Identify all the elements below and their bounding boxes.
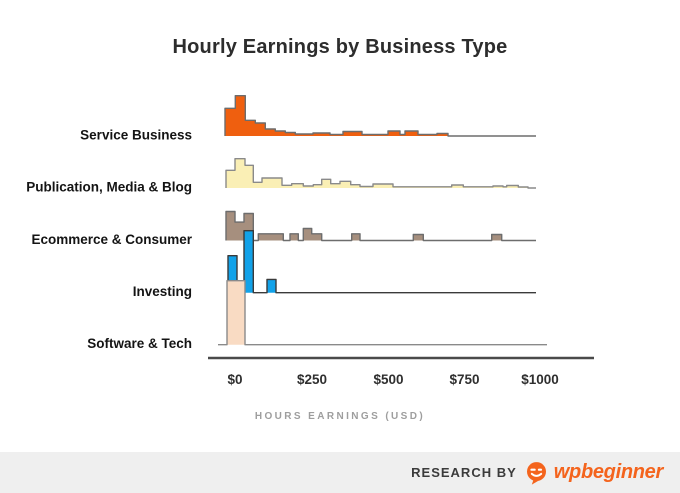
histogram-outline-investing xyxy=(227,230,536,294)
histogram-outline-software-tech xyxy=(218,280,547,346)
wpbeginner-wordmark: wpbeginner xyxy=(553,461,664,483)
wpbeginner-logo-icon xyxy=(526,461,546,485)
histogram-outline-service-business xyxy=(224,95,536,137)
histogram-outline-publication-media-blog xyxy=(225,158,536,189)
row-label-investing: Investing xyxy=(133,284,192,299)
row-label-service-business: Service Business xyxy=(80,128,192,143)
histogram-fill-publication-media-blog xyxy=(226,158,536,188)
chart-title: Hourly Earnings by Business Type xyxy=(172,36,508,58)
histogram-fill-ecommerce-consumer xyxy=(226,211,536,241)
x-tick-label: $0 xyxy=(227,372,242,387)
chart-svg: Service Business Publication, Media & Blo… xyxy=(26,95,594,387)
x-tick-label: $1000 xyxy=(521,372,559,387)
footer-bar: RESEARCH BY wpbeginner xyxy=(0,452,680,493)
research-by-label: RESEARCH BY xyxy=(411,465,517,480)
x-tick-label: $750 xyxy=(449,372,479,387)
x-tick-label: $250 xyxy=(297,372,327,387)
row-label-publication-media-blog: Publication, Media & Blog xyxy=(26,180,192,195)
histogram-fill-service-business xyxy=(225,95,536,136)
histogram-outline-ecommerce-consumer xyxy=(225,210,536,242)
x-tick-label: $500 xyxy=(373,372,403,387)
x-axis-title: HOURS EARNINGS (USD) xyxy=(254,411,426,422)
row-label-ecommerce-consumer: Ecommerce & Consumer xyxy=(31,232,192,247)
row-label-software-tech: Software & Tech xyxy=(87,336,192,351)
